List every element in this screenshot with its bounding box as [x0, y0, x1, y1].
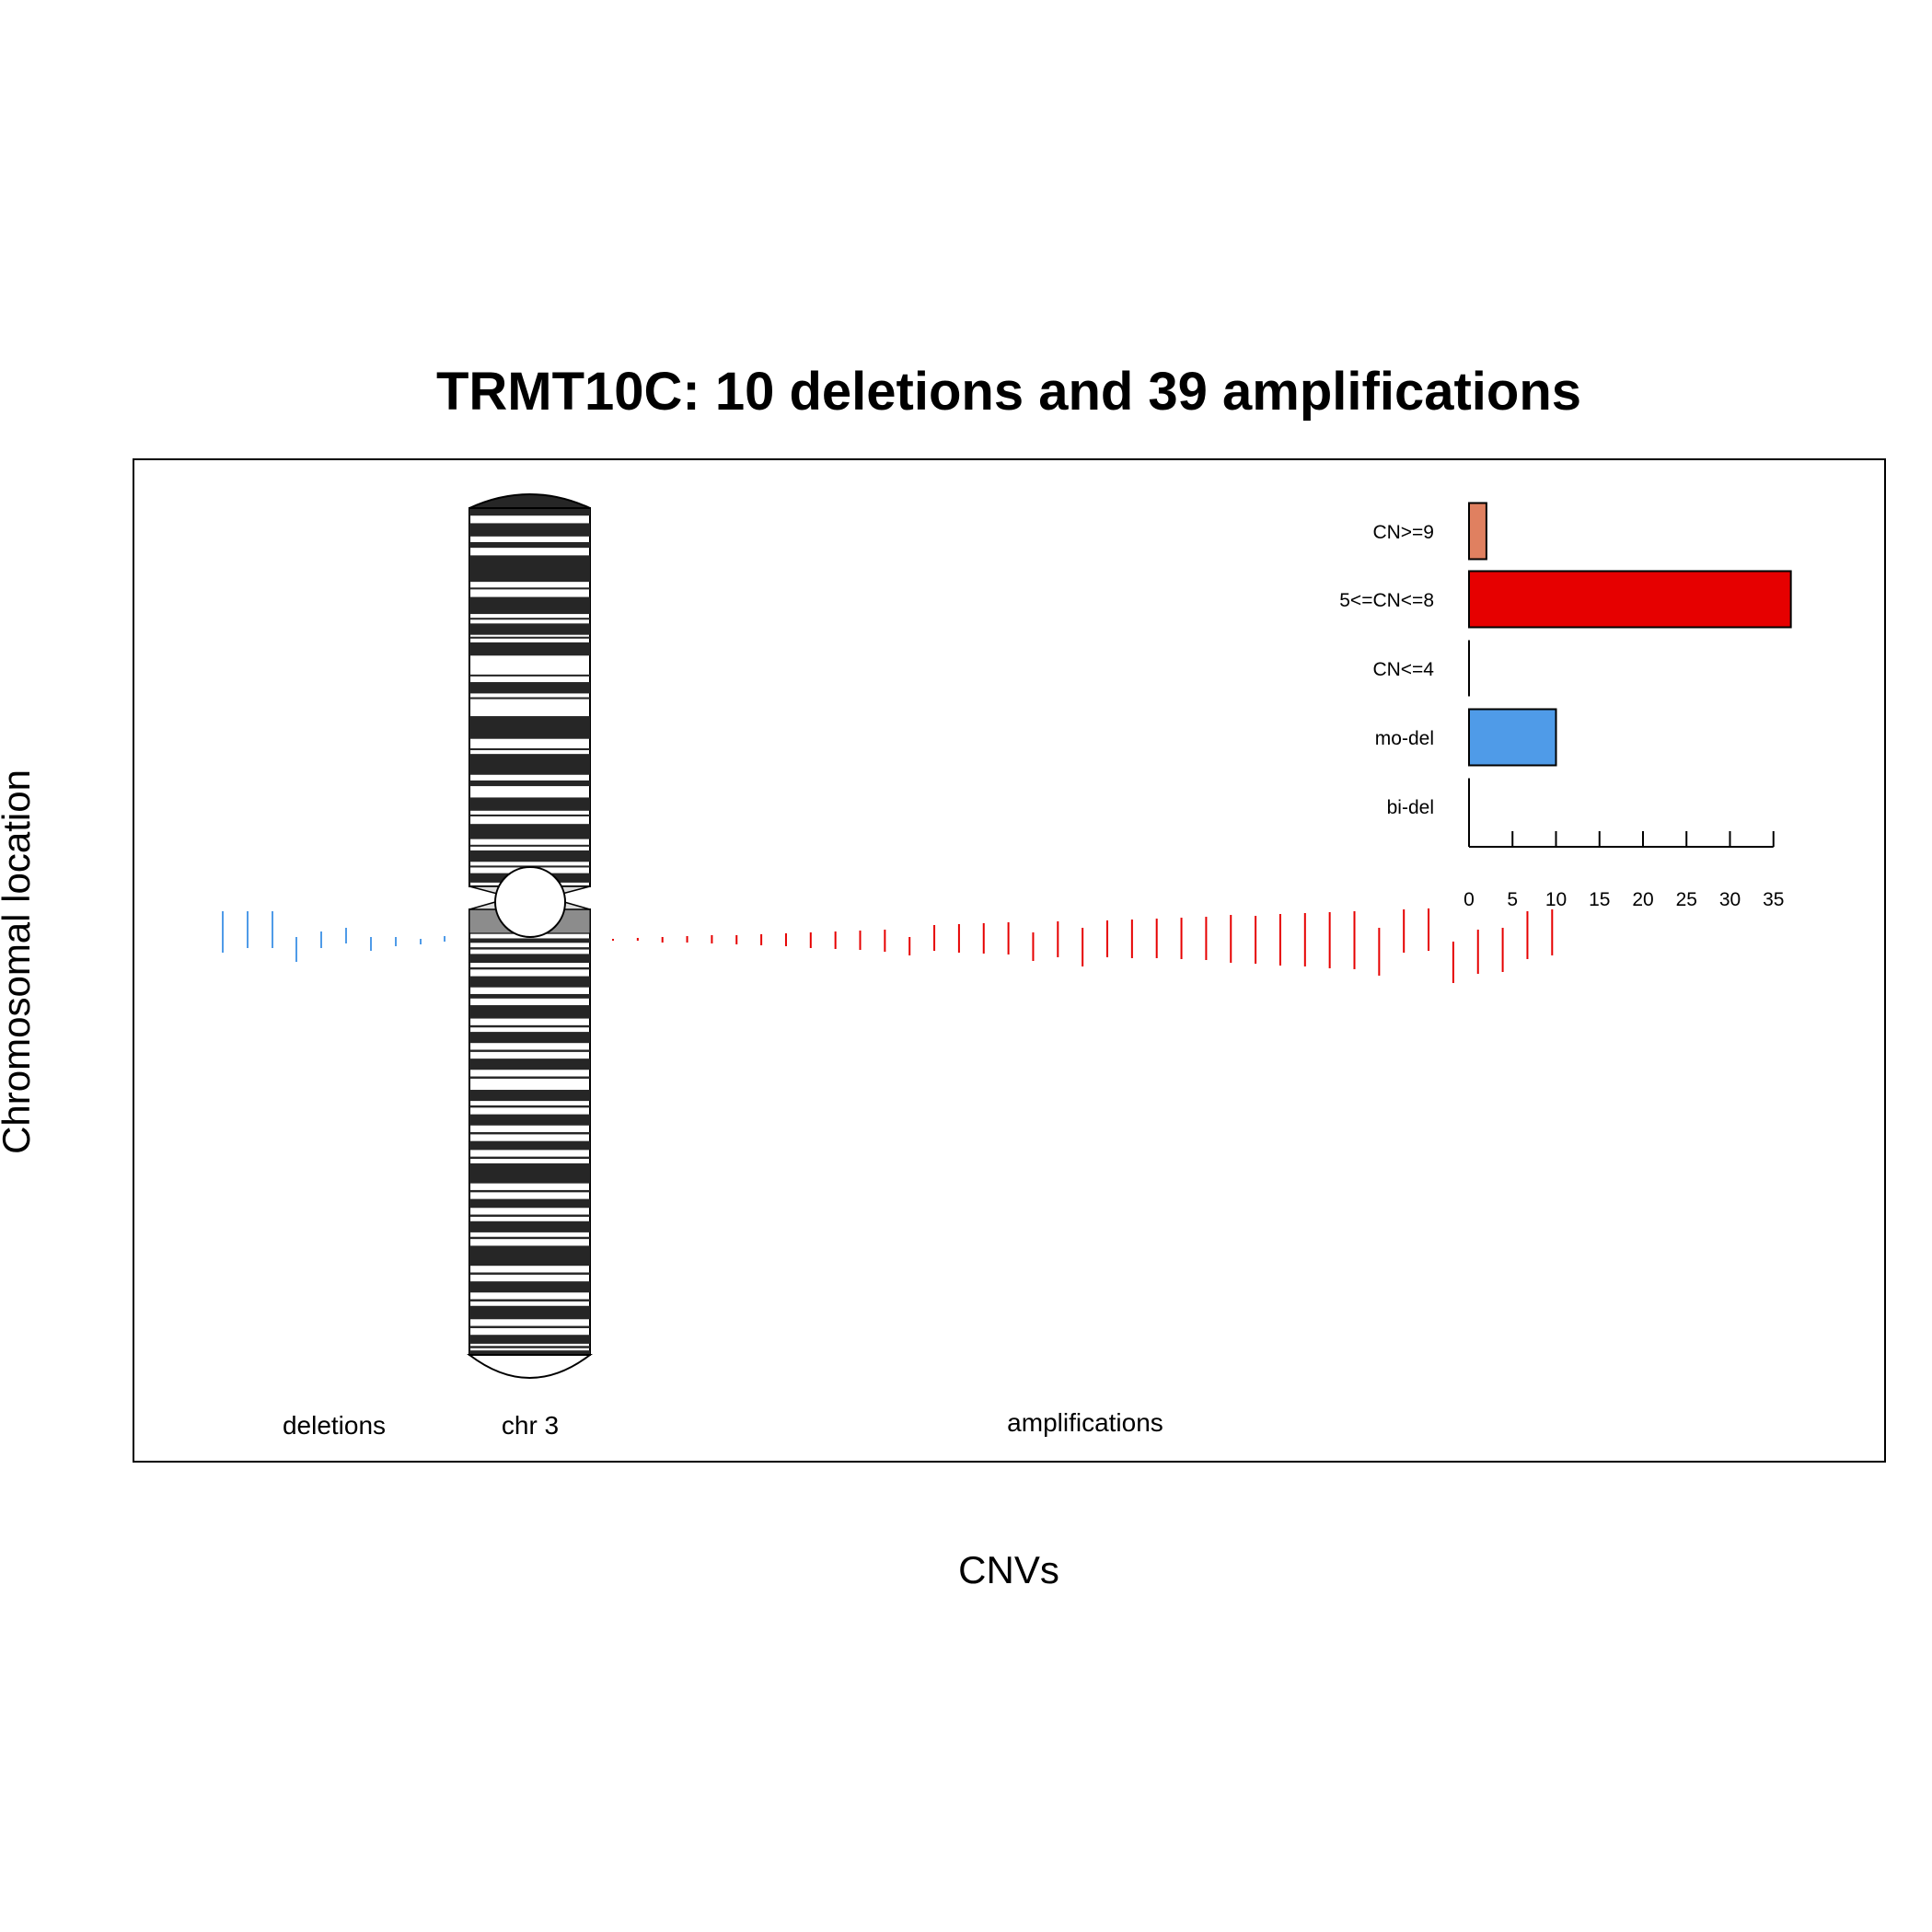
chromosome-band	[469, 618, 590, 620]
deletions-label: deletions	[283, 1411, 386, 1440]
bar-category-label: CN<=4	[1372, 659, 1434, 680]
plot-frame	[133, 458, 1886, 1463]
chromosome-band	[469, 1245, 590, 1267]
chromosome-ideogram	[467, 493, 593, 1379]
chromosome-band	[469, 642, 590, 656]
chromosome-band	[469, 1236, 590, 1240]
chromosome-band	[469, 824, 590, 839]
chromosome-band	[469, 697, 590, 700]
chromosome-band	[469, 541, 590, 549]
x-tick-label: 15	[1589, 889, 1610, 910]
chromosome-band	[469, 754, 590, 775]
chromosome-band	[469, 1346, 590, 1348]
chromosome-band	[469, 1005, 590, 1019]
chromosome-band	[469, 1090, 590, 1102]
chromosome-band	[469, 1076, 590, 1079]
chromosome-band	[469, 555, 590, 583]
chromosome-band	[469, 976, 590, 988]
chromosome-band	[469, 682, 590, 694]
chromosome-band	[469, 1272, 590, 1275]
chromosome-band	[469, 596, 590, 615]
chart-title: TRMT10C: 10 deletions and 39 amplificati…	[436, 362, 1581, 422]
x-tick-label: 10	[1545, 889, 1567, 910]
bar-category-label: 5<=CN<=8	[1339, 590, 1434, 611]
chromosome-band	[469, 1335, 590, 1344]
q-telomere-cap	[467, 1354, 593, 1379]
chromosome-band	[469, 844, 590, 847]
chromosome-band	[469, 814, 590, 816]
chromosome-band	[469, 1198, 590, 1209]
chromosome-band	[469, 1140, 590, 1151]
amplification-marks	[612, 908, 1554, 983]
deletion-marks	[222, 911, 445, 962]
chromosome-band	[469, 1221, 590, 1232]
chromosome-band	[469, 623, 590, 635]
x-tick-label: 25	[1676, 889, 1697, 910]
chromosome-band	[469, 780, 590, 787]
chromosome-band	[469, 587, 590, 590]
bar	[1468, 502, 1487, 561]
chromosome-band	[469, 954, 590, 964]
chromosome-band	[469, 1049, 590, 1052]
chromosome-band	[469, 797, 590, 811]
chromosome-band	[469, 1281, 590, 1293]
chromosome-label: chr 3	[502, 1411, 559, 1440]
bar	[1468, 708, 1557, 767]
chromosome-band	[469, 947, 590, 950]
chromosome-band	[469, 993, 590, 999]
chromosome-band	[469, 1299, 590, 1301]
x-tick-label: 5	[1507, 889, 1518, 910]
chromosome-band	[469, 850, 590, 862]
y-axis-title: Chromosomal location	[0, 769, 38, 1154]
chromosome-band	[469, 1105, 590, 1108]
x-tick-label: 30	[1719, 889, 1741, 910]
chromosome-band	[469, 1214, 590, 1217]
chromosome-band	[469, 1024, 590, 1028]
p-telomere-cap	[469, 493, 591, 509]
chromosome-band	[469, 1132, 590, 1135]
chromosome-band	[469, 1156, 590, 1160]
chromosome-band	[469, 1059, 590, 1070]
chromosome-band	[469, 938, 590, 943]
chromosome-band	[469, 747, 590, 751]
chromosome-band	[469, 1350, 590, 1355]
chromosome-band	[469, 1305, 590, 1320]
locus-circle	[494, 866, 566, 938]
bar	[1468, 570, 1792, 629]
chromosome-band	[469, 716, 590, 739]
chromosome-band	[469, 1189, 590, 1193]
chromosome-band	[469, 1032, 590, 1044]
bar-category-label: bi-del	[1387, 797, 1434, 818]
chromosome-band	[469, 508, 590, 516]
bar-category-label: CN>=9	[1372, 522, 1434, 543]
x-tick-label: 20	[1632, 889, 1653, 910]
x-axis-title: CNVs	[958, 1548, 1059, 1591]
chromosome-band	[469, 523, 590, 537]
chromosome-band	[469, 966, 590, 970]
cn-category-bar-chart: CN>=9 5<=CN<=8 CN<=4 mo-del bi-del 0 5 10 15 20 25…	[1339, 502, 1792, 910]
x-tick-label: 35	[1763, 889, 1784, 910]
bar-category-label: mo-del	[1375, 728, 1434, 749]
chromosome-band	[469, 674, 590, 677]
chromosome-band	[469, 1325, 590, 1328]
amplifications-label: amplifications	[1007, 1408, 1163, 1437]
x-tick-label: 0	[1463, 889, 1475, 910]
chromosome-band	[469, 1163, 590, 1184]
chromosome-band	[469, 636, 590, 639]
chromosome-band	[469, 1114, 590, 1126]
